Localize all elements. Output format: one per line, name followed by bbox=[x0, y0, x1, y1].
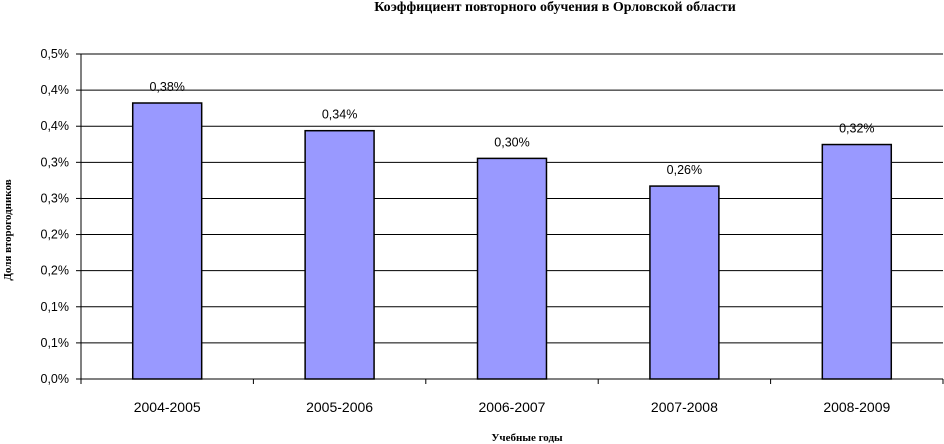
x-tick-label: 2008-2009 bbox=[823, 399, 890, 415]
x-axis-title: Учебные годы bbox=[491, 432, 563, 444]
data-label: 0,38% bbox=[149, 80, 184, 94]
y-tick-label: 0,1% bbox=[41, 336, 70, 350]
bar-2006-2007 bbox=[476, 157, 548, 380]
bar-2005-2006 bbox=[304, 129, 375, 380]
bar-2008-2009 bbox=[821, 143, 893, 380]
y-tick-label: 0,3% bbox=[41, 191, 70, 205]
y-tick-label: 0,3% bbox=[41, 155, 70, 169]
y-axis-title: Доля второгодников bbox=[2, 179, 14, 280]
y-tick-label: 0,0% bbox=[41, 372, 70, 386]
y-tick-label: 0,2% bbox=[41, 264, 70, 278]
data-label: 0,34% bbox=[322, 108, 357, 122]
bar-2004-2005 bbox=[131, 102, 203, 380]
y-tick-label: 0,1% bbox=[41, 300, 70, 314]
x-tick-label: 2004-2005 bbox=[134, 399, 201, 415]
x-tick-label: 2007-2008 bbox=[651, 399, 718, 415]
chart-title: Коэффициент повторного обучения в Орловс… bbox=[374, 0, 736, 15]
bars bbox=[131, 102, 893, 380]
y-tick-label: 0,5% bbox=[41, 47, 70, 61]
bar-2007-2008 bbox=[649, 185, 720, 380]
data-label: 0,26% bbox=[667, 163, 702, 177]
labels: 0,0% 0,1% 0,1% 0,2% 0,2% 0,3% 0,3% 0,4% 0,4% 0,5%… bbox=[41, 47, 891, 415]
data-label: 0,32% bbox=[839, 122, 874, 136]
x-tick-label: 2005-2006 bbox=[306, 399, 373, 415]
axes bbox=[76, 53, 944, 384]
data-label: 0,30% bbox=[494, 135, 529, 149]
y-tick-label: 0,4% bbox=[41, 83, 70, 97]
y-tick-label: 0,4% bbox=[41, 119, 70, 133]
y-tick-label: 0,2% bbox=[41, 228, 70, 242]
x-tick-label: 2006-2007 bbox=[479, 399, 546, 415]
